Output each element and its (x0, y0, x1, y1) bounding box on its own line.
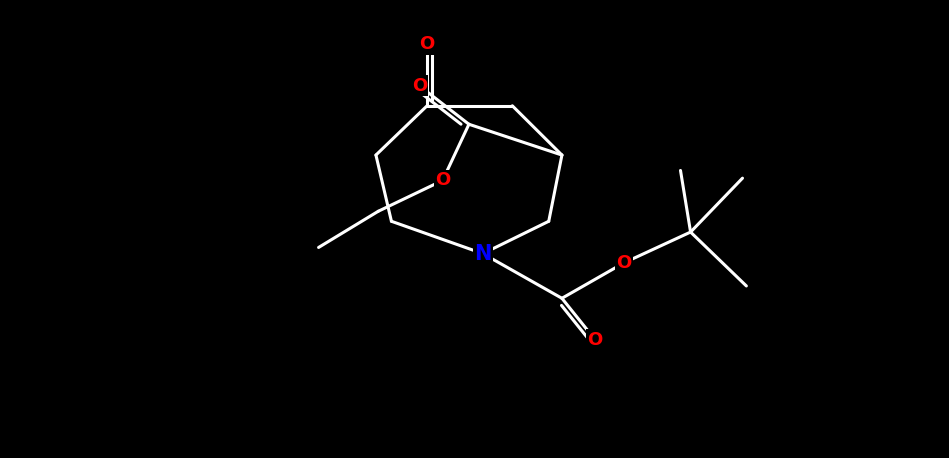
Text: O: O (435, 171, 450, 190)
Text: O: O (412, 77, 427, 95)
Text: O: O (419, 35, 435, 53)
Text: O: O (587, 331, 603, 349)
Text: O: O (616, 254, 631, 272)
Text: N: N (474, 244, 492, 264)
